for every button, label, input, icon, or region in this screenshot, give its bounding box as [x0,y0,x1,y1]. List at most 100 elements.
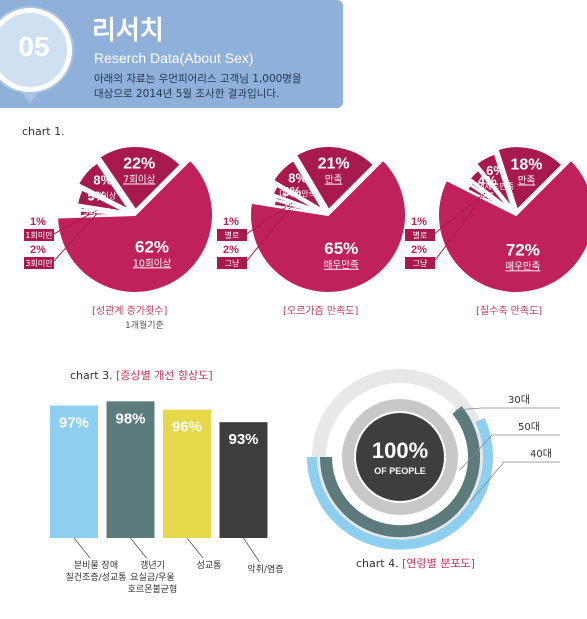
ring-label-2: 50대 [518,421,540,433]
pie2-tag-label-6: 그냥 [225,259,240,268]
pie3-value-1: 72% [506,240,540,259]
bar-value-1: 97% [59,415,89,432]
pie2-label-1: 매우만족 [324,260,359,271]
bar-category-4-line-1: 악취/염증 [247,563,283,575]
pie2-tag-5 [217,229,247,241]
pie3-slice-1 [437,158,587,294]
ring-center-value: 100% [372,438,428,463]
pie2-value-2: 21% [318,156,350,173]
pie3-slice-3 [474,152,514,210]
pie3-leader-5 [432,192,486,236]
pie2-value-6: 2% [223,244,239,256]
pie2-tag-label-5: 별로 [225,230,240,240]
bar-leader-4 [243,537,260,563]
pie2-slice-6 [272,199,318,214]
pie2-slice-2 [294,145,376,212]
pie1-label-1: 10회이상 [133,258,172,269]
pie1-slice-3 [76,161,131,212]
pie2-label-2: 만족 [325,175,343,186]
pie1-leader-5 [51,209,98,236]
bar-3 [163,409,211,538]
pie2-label-3: 대체로만족 [279,189,316,199]
page-subtitle: Reserch Data(About Sex) [94,50,254,66]
bar-category-1-line-2: 질건조증/성교통 [66,571,127,583]
pie1-slice-4 [75,188,127,214]
pie1-tag-label-6: 3회미만 [25,259,53,268]
chart3-heading: [증상별 개선 향상도] [116,369,213,382]
pie3-label-2: 만족 [518,176,536,187]
pie2-slice-1 [249,158,407,294]
section-number: 05 [18,31,50,62]
badge-circle [0,8,72,92]
bar-value-3: 96% [172,419,202,436]
pie1-label-2: 7회이상 [123,175,156,186]
pie1-tag-6 [24,257,54,269]
bar-2 [106,401,155,538]
bar-leader-1 [73,537,91,559]
ring-label-1: 30대 [508,394,530,406]
pie1-value-1: 62% [135,237,169,256]
ring-label-3: 40대 [530,448,552,460]
bar-category-3-line-1: 성교통 [197,560,222,571]
bar-value-4: 93% [228,431,258,448]
pie3-slice-4 [468,168,511,210]
pie2-tag-6 [217,257,247,269]
pie2-title: [오르가즘 만족도] [283,306,359,317]
pie2-value-1: 65% [324,239,358,258]
pie1-tag-5 [24,229,54,241]
description-line-2: 대상으로 2014년 5월 조사한 결과입니다. [94,88,280,100]
pie2-value-3: 8% [288,171,307,186]
bar-1 [50,405,98,538]
chart1-label: chart 1. [22,125,65,138]
pie1-value-3: 8% [93,173,112,188]
chart4-label: chart 4. [356,557,399,570]
bar-4 [219,422,268,538]
pie1-leader-6 [51,213,98,264]
bar-value-2: 98% [115,410,145,427]
chart3-title: chart 3. [증상별 개선 향상도] [70,367,213,383]
pie2-value-5: 1% [223,216,239,228]
pie2-value-4: 3% [282,184,301,199]
pie3-value-3: 6% [486,163,505,178]
bar-leader-3 [186,537,204,559]
pie3-title: [질수축 만족도] [476,306,543,317]
pie2-label-4: 보통 [284,203,299,212]
ring-leader-1 [454,407,560,411]
pie3-slice-5 [469,180,508,210]
pie1-slice-2 [98,145,183,212]
pie3-slice-2 [496,145,564,213]
ring-center [356,413,444,501]
pie3-label-1: 매우만족 [505,261,540,272]
pie1-value-5: 1% [30,216,46,228]
bar-category-2-line-3: 호르몬불균형 [128,584,178,595]
pie2-leader-6 [244,206,292,264]
ring-leader-3 [469,461,560,503]
pie2-slice-4 [271,184,321,213]
pie3-tag-6 [405,257,435,269]
pie2-slice-3 [271,158,324,211]
pie1-slice-5 [79,205,125,215]
pie1-title: [성관계 증가횟수] [92,306,168,317]
description-line-1: 아래의 자료는 우먼피어리스 고객님 1,000명을 [94,73,302,85]
pie1-subtitle: 1개월기준 [125,321,164,331]
pie1-value-4: 5% [88,189,107,204]
bar-category-1-line-1: 분비물 장애 [74,560,118,571]
ring-leader-2 [459,434,560,471]
pie3-tag-5 [405,229,435,241]
pie3-value-6: 2% [411,244,427,256]
pie2-leader-5 [244,202,293,236]
pie1-value-6: 2% [30,244,46,256]
bar-category-2-line-1: 갱년기 [140,560,165,571]
ring-center-text: OF PEOPLE [374,466,426,476]
ring-middle-arc [319,406,480,538]
pie1-slice-1 [56,158,214,294]
chart4-title: chart 4. [연령별 분포도] [356,555,475,571]
pie1-tag-label-5: 1회미만 [25,231,53,240]
pie3-label-3: 대체로만족 [477,181,514,191]
pie3-slice-6 [465,183,508,211]
chart3-label: chart 3. [70,369,113,382]
page-title: 리서치 [92,16,164,46]
chart4-heading: [연령별 분포도] [402,557,475,570]
pie1-label-4: 5회미만 [83,208,111,217]
pie2-slice-5 [274,195,318,213]
